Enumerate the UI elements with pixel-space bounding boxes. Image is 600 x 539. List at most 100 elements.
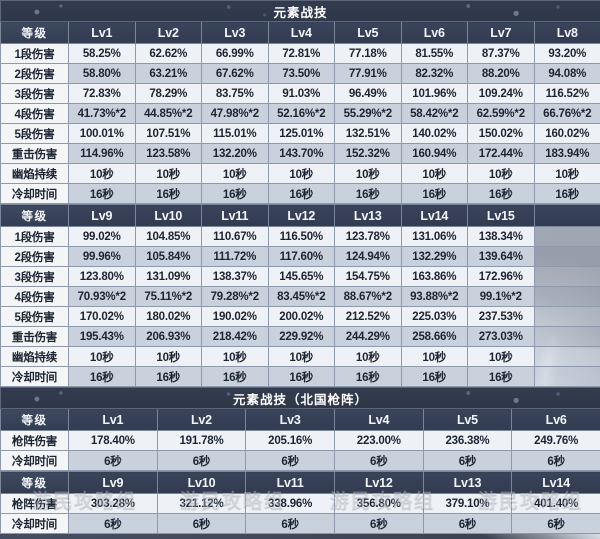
table-cell: 10秒 — [533, 163, 600, 184]
row-label: 2段伤害 — [0, 246, 69, 267]
table-cell: 138.34% — [467, 226, 535, 247]
talent-table: 等级 Lv9 Lv10 Lv11 Lv12 Lv13 Lv14 Lv15 1段伤害 99.02% 1… — [0, 204, 600, 387]
table-cell: 145.65% — [267, 266, 335, 287]
row-label: 2段伤害 — [0, 63, 69, 84]
table-cell: 154.75% — [334, 266, 402, 287]
table-title: 元素战技 — [0, 0, 600, 22]
table-cell: 96.49% — [334, 83, 402, 104]
table-cell: 55.29%*2 — [334, 103, 402, 124]
table-row: 4段伤害 41.73%*2 44.85%*2 47.98%*2 52.16%*2 55.2… — [0, 103, 600, 124]
table-cell: 6秒 — [511, 450, 600, 471]
table-cell: 6秒 — [68, 513, 158, 534]
level-header-lv9: Lv9 — [68, 471, 158, 494]
level-header-lv9: Lv9 — [68, 204, 136, 227]
level-header-empty — [533, 204, 600, 227]
table-cell: 93.88%*2 — [400, 286, 468, 307]
row-label: 4段伤害 — [0, 286, 69, 307]
table-cell: 160.94% — [400, 143, 468, 164]
table-cell: 10秒 — [68, 163, 136, 184]
table-cell: 109.24% — [467, 83, 535, 104]
row-label: 重击伤害 — [0, 326, 69, 347]
table-cell: 356.80% — [333, 493, 424, 514]
level-header-lv2: Lv2 — [156, 408, 247, 431]
level-column-header: 等级 — [0, 471, 69, 494]
table-cell: 62.62% — [134, 43, 202, 64]
table-cell-empty — [533, 326, 600, 347]
table-title-label: 元素战技（北国枪阵） — [232, 392, 368, 407]
table-cell: 143.70% — [267, 143, 335, 164]
table-cell: 116.52% — [533, 83, 600, 104]
table-row: 3段伤害 72.83% 78.29% 83.75% 91.03% 96.49% 101.96… — [0, 83, 600, 104]
table-cell: 79.28%*2 — [201, 286, 269, 307]
table-cell: 88.20% — [467, 63, 535, 84]
level-header-row: 等级 Lv9 Lv10 Lv11 Lv12 Lv13 Lv14 Lv15 — [0, 204, 600, 227]
table-cell: 75.11%*2 — [134, 286, 202, 307]
row-label: 1段伤害 — [0, 43, 69, 64]
table-cell: 6秒 — [422, 513, 513, 534]
table-cell: 87.37% — [467, 43, 535, 64]
table-cell: 6秒 — [68, 450, 158, 471]
table-cell: 123.78% — [334, 226, 402, 247]
level-header-lv1: Lv1 — [68, 21, 136, 44]
level-column-header: 等级 — [0, 408, 69, 431]
table-cell-empty — [533, 306, 600, 327]
table-cell: 10秒 — [134, 163, 202, 184]
table-cell: 16秒 — [400, 183, 468, 204]
table-cell: 10秒 — [467, 163, 535, 184]
table-cell: 100.01% — [68, 123, 136, 144]
table-cell: 401.40% — [511, 493, 600, 514]
table-cell: 52.16%*2 — [267, 103, 335, 124]
table-cell: 114.96% — [68, 143, 136, 164]
table-cell: 236.38% — [422, 430, 513, 451]
table-cell-empty — [533, 226, 600, 247]
table-cell: 191.78% — [156, 430, 247, 451]
table-cell: 105.84% — [134, 246, 202, 267]
table-cell: 41.73%*2 — [68, 103, 136, 124]
table-cell: 6秒 — [333, 450, 424, 471]
table-cell: 16秒 — [201, 183, 269, 204]
table-row: 2段伤害 58.80% 63.21% 67.62% 73.50% 77.91% 82.32%… — [0, 63, 600, 84]
table-cell: 93.20% — [533, 43, 600, 64]
level-header-lv3: Lv3 — [201, 21, 269, 44]
level-header-lv13: Lv13 — [334, 204, 402, 227]
table-cell: 72.81% — [267, 43, 335, 64]
table-cell: 63.21% — [134, 63, 202, 84]
table-title-row: 元素战技 — [0, 0, 600, 22]
level-header-lv13: Lv13 — [422, 471, 513, 494]
table-title-row: 元素战技（北国枪阵） — [0, 387, 600, 409]
table-cell: 123.80% — [68, 266, 136, 287]
table-row: 5段伤害 100.01% 107.51% 115.01% 125.01% 132.51% 1… — [0, 123, 600, 144]
table-cell: 16秒 — [68, 366, 136, 387]
table-cell: 10秒 — [400, 346, 468, 367]
table-cell: 131.06% — [400, 226, 468, 247]
table-cell: 44.85%*2 — [134, 103, 202, 124]
table-cell: 132.20% — [201, 143, 269, 164]
level-header-row: 等级 Lv1 Lv2 Lv3 Lv4 Lv5 Lv6 Lv7 Lv8 — [0, 21, 600, 44]
table-cell: 10秒 — [68, 346, 136, 367]
level-header-lv4: Lv4 — [267, 21, 335, 44]
table-cell: 6秒 — [245, 450, 335, 471]
table-cell: 140.02% — [400, 123, 468, 144]
level-header-lv11: Lv11 — [245, 471, 335, 494]
table-cell: 16秒 — [467, 183, 535, 204]
talent-table: 等级 Lv9 Lv10 Lv11 Lv12 Lv13 Lv14 枪阵伤害 303.28% 321.… — [0, 471, 600, 534]
table-cell: 273.03% — [467, 326, 535, 347]
row-label: 1段伤害 — [0, 226, 69, 247]
table-cell: 101.96% — [400, 83, 468, 104]
table-row: 冷却时间 6秒 6秒 6秒 6秒 6秒 6秒 — [0, 450, 600, 471]
table-cell: 229.92% — [267, 326, 335, 347]
table-cell: 16秒 — [400, 366, 468, 387]
level-header-lv5: Lv5 — [422, 408, 513, 431]
level-header-lv6: Lv6 — [511, 408, 600, 431]
table-cell: 132.29% — [400, 246, 468, 267]
table-title: 元素战技（北国枪阵） — [0, 387, 600, 409]
table-cell: 77.91% — [334, 63, 402, 84]
table-row: 3段伤害 123.80% 131.09% 138.37% 145.65% 154.75% 1… — [0, 266, 600, 287]
table-cell: 131.09% — [134, 266, 202, 287]
table-cell-empty — [533, 266, 600, 287]
table-cell: 6秒 — [333, 513, 424, 534]
table-cell: 10秒 — [467, 346, 535, 367]
table-cell: 10秒 — [267, 163, 335, 184]
table-cell: 223.00% — [333, 430, 424, 451]
